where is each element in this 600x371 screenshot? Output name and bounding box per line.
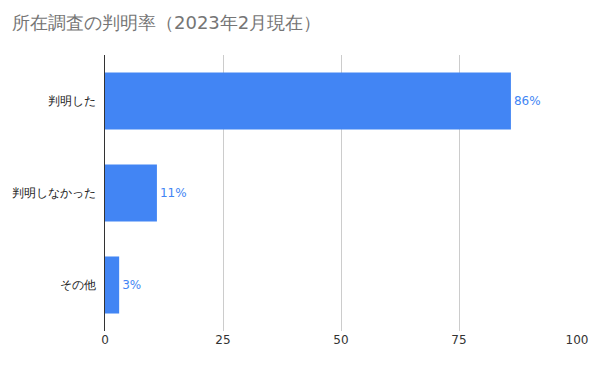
svg-text:50: 50 — [333, 333, 348, 347]
svg-text:86%: 86% — [514, 94, 541, 108]
svg-text:100: 100 — [566, 333, 589, 347]
svg-text:その他: その他 — [60, 278, 96, 292]
svg-text:75: 75 — [451, 333, 466, 347]
svg-text:判明しなかった: 判明しなかった — [12, 186, 96, 200]
svg-text:25: 25 — [215, 333, 230, 347]
svg-text:所在調査の判明率（2023年2月現在）: 所在調査の判明率（2023年2月現在） — [12, 12, 321, 33]
svg-text:3%: 3% — [122, 278, 141, 292]
svg-text:11%: 11% — [160, 186, 187, 200]
svg-text:0: 0 — [101, 333, 109, 347]
svg-text:判明した: 判明した — [48, 94, 96, 108]
